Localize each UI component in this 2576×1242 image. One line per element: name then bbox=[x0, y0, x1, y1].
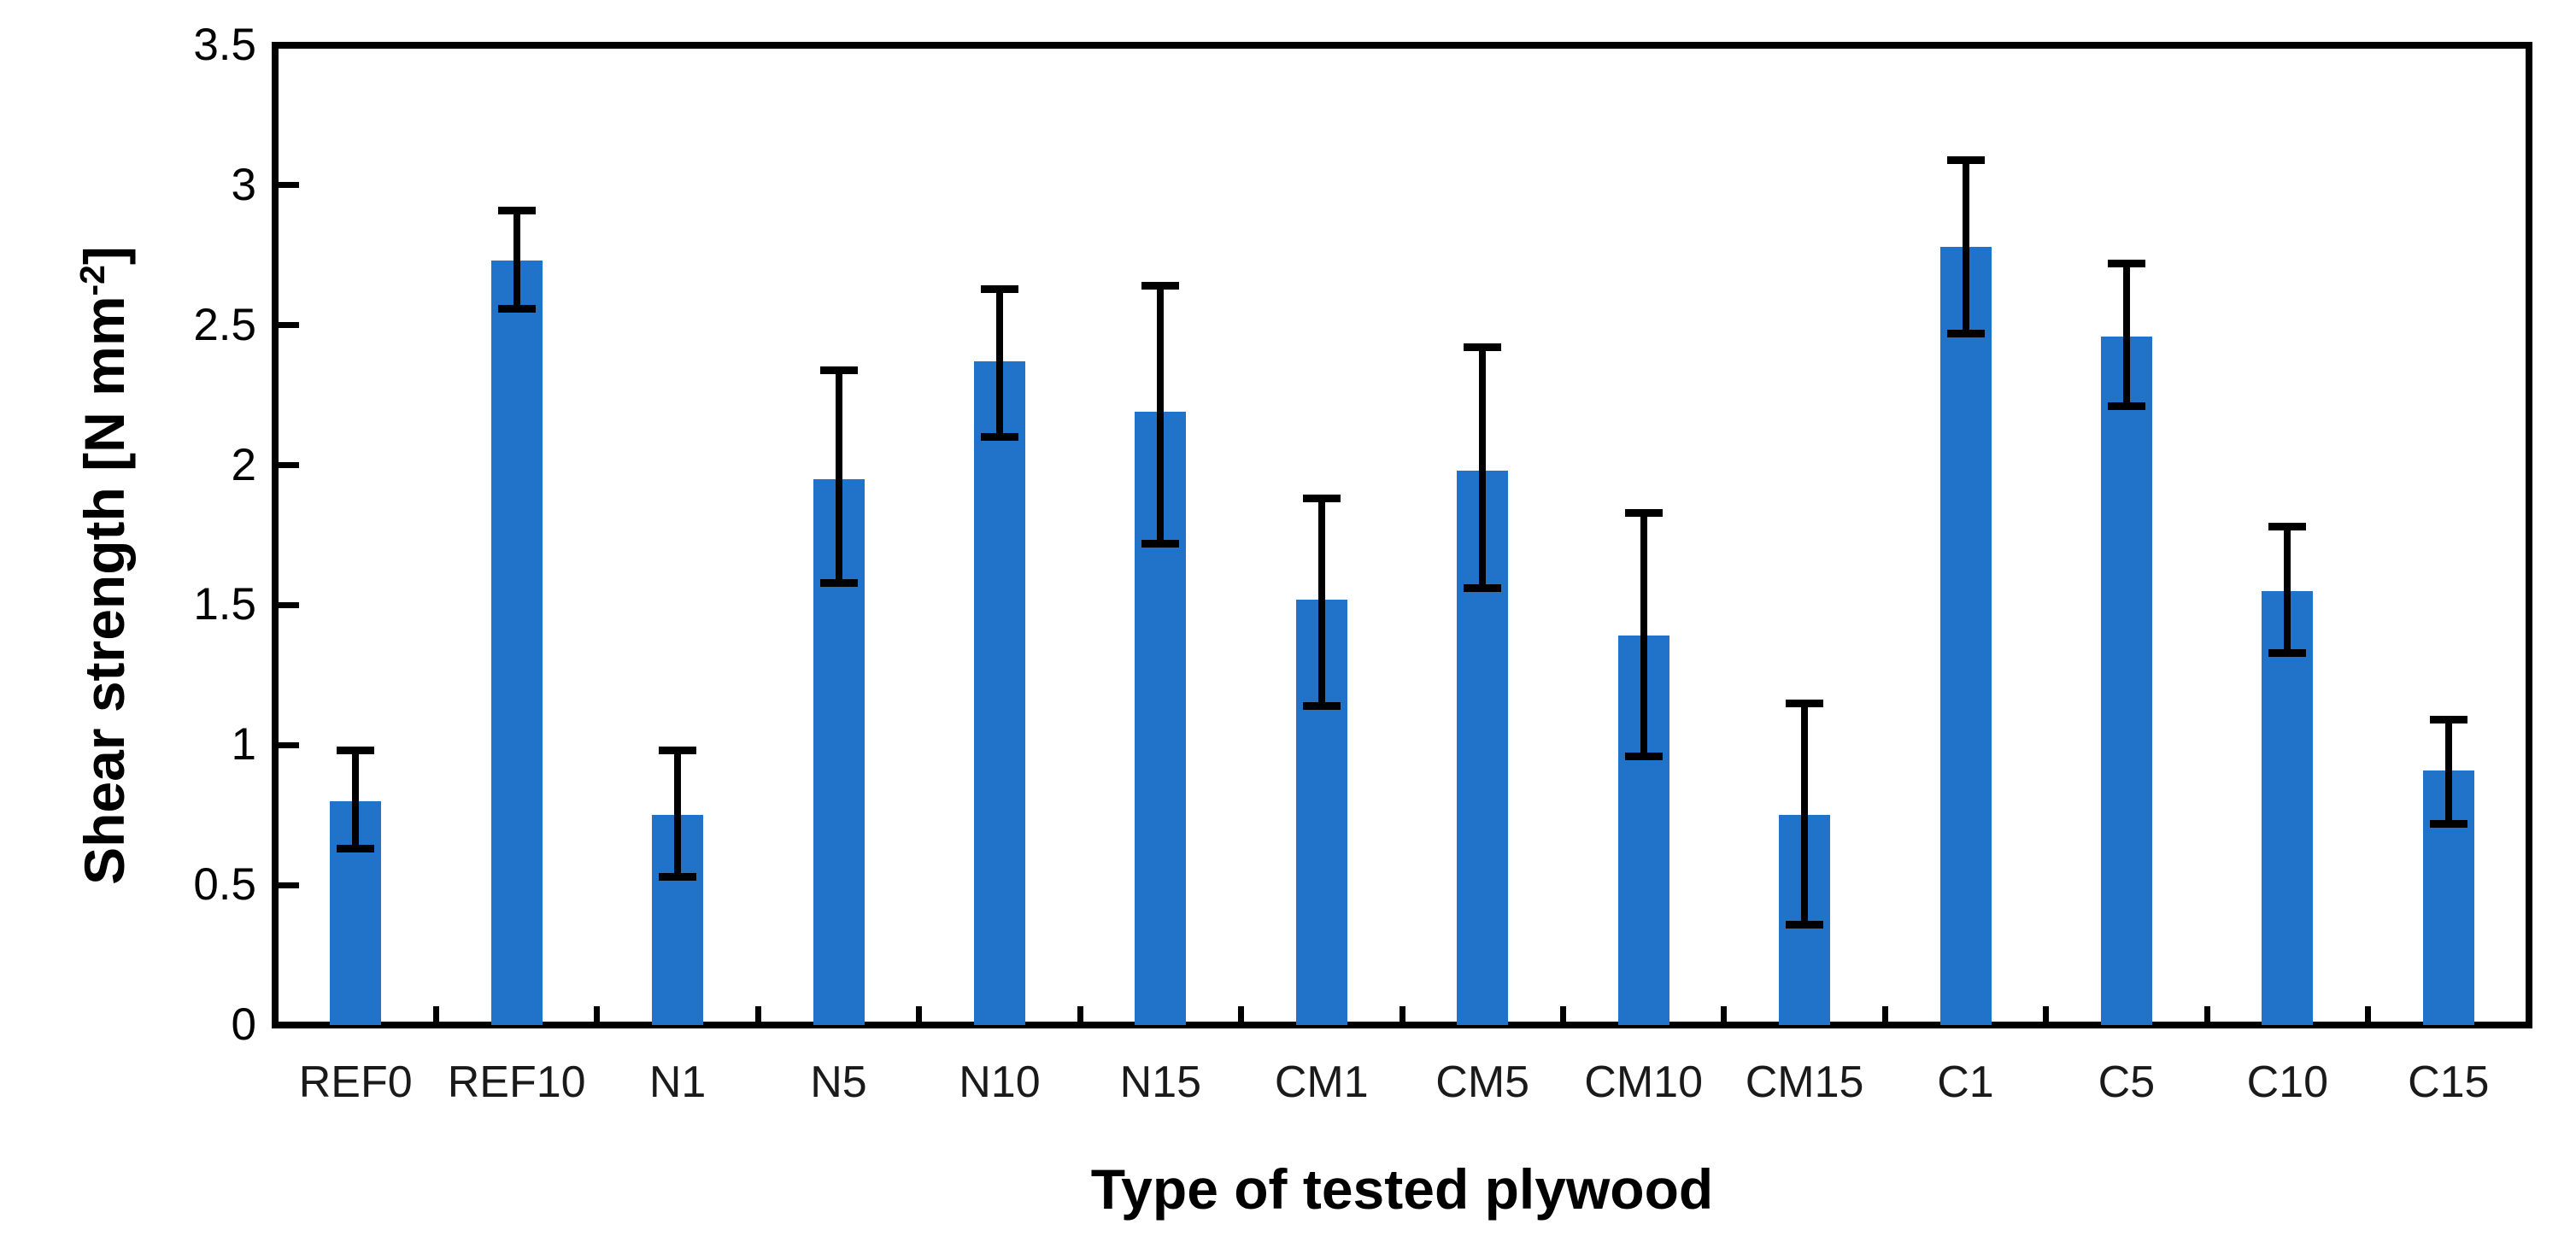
error-cap-top-C15 bbox=[2429, 716, 2467, 724]
error-bar-REF0 bbox=[352, 750, 360, 849]
bar-N10 bbox=[973, 361, 1025, 1025]
y-tick-mark bbox=[279, 462, 299, 469]
error-cap-bottom-REF0 bbox=[337, 845, 375, 853]
bar-C1 bbox=[1939, 246, 1992, 1025]
error-bar-CM15 bbox=[1801, 703, 1809, 925]
error-cap-top-CM10 bbox=[1624, 508, 1663, 517]
plot-area-frame bbox=[272, 42, 2532, 1028]
x-tick-mark bbox=[916, 1006, 923, 1022]
y-tick-label: 3.5 bbox=[193, 20, 256, 70]
y-tick-label: 0.5 bbox=[193, 859, 256, 911]
error-cap-top-N5 bbox=[819, 366, 858, 374]
y-tick-label: 1 bbox=[231, 719, 256, 770]
y-tick-label: 1.5 bbox=[193, 579, 256, 630]
x-tick-mark bbox=[2043, 1006, 2050, 1022]
x-category-label: C10 bbox=[2246, 1057, 2329, 1107]
error-cap-top-CM15 bbox=[1786, 699, 1824, 707]
x-tick-mark bbox=[754, 1006, 761, 1022]
x-category-label: N5 bbox=[810, 1057, 867, 1107]
error-cap-top-CM1 bbox=[1302, 495, 1341, 503]
bar-C10 bbox=[2262, 591, 2314, 1025]
x-category-label: CM10 bbox=[1584, 1057, 1703, 1107]
error-bar-N1 bbox=[674, 750, 682, 877]
error-cap-top-REF10 bbox=[497, 206, 536, 214]
x-category-label: C15 bbox=[2408, 1057, 2490, 1107]
x-category-label: C1 bbox=[1937, 1057, 1994, 1107]
error-cap-bottom-REF10 bbox=[497, 304, 536, 313]
error-bar-CM5 bbox=[1479, 347, 1487, 589]
error-bar-C1 bbox=[1962, 160, 1969, 334]
x-tick-mark bbox=[1721, 1006, 1728, 1022]
error-bar-N10 bbox=[995, 289, 1003, 437]
y-tick-mark bbox=[279, 601, 299, 608]
error-cap-bottom-N15 bbox=[1141, 539, 1180, 548]
x-tick-mark bbox=[432, 1006, 439, 1022]
error-bar-CM1 bbox=[1317, 498, 1325, 706]
x-tick-mark bbox=[1077, 1006, 1083, 1022]
error-cap-top-N10 bbox=[980, 284, 1018, 293]
y-tick-mark bbox=[279, 741, 299, 748]
error-cap-bottom-N1 bbox=[659, 872, 697, 881]
error-cap-bottom-N5 bbox=[819, 578, 858, 587]
error-cap-top-CM5 bbox=[1464, 343, 1502, 352]
y-tick-label: 0 bbox=[231, 999, 256, 1050]
x-axis-title: Type of tested plywood bbox=[1090, 1157, 1714, 1221]
error-cap-bottom-CM1 bbox=[1302, 701, 1341, 710]
x-category-label: N1 bbox=[648, 1057, 707, 1107]
error-bar-N5 bbox=[835, 370, 842, 583]
x-category-label: N15 bbox=[1119, 1057, 1202, 1107]
error-cap-bottom-CM10 bbox=[1624, 752, 1663, 760]
error-cap-top-N15 bbox=[1141, 282, 1180, 290]
error-cap-top-REF0 bbox=[337, 747, 375, 755]
x-tick-mark bbox=[2203, 1006, 2210, 1022]
y-axis-title-superscript: -2 bbox=[73, 265, 112, 296]
error-bar-C5 bbox=[2122, 263, 2130, 407]
error-cap-bottom-C1 bbox=[1946, 330, 1985, 338]
error-cap-bottom-N10 bbox=[980, 433, 1018, 442]
x-tick-mark bbox=[1238, 1006, 1245, 1022]
bar-C5 bbox=[2100, 336, 2152, 1025]
x-tick-mark bbox=[2365, 1006, 2372, 1022]
error-bar-C10 bbox=[2284, 526, 2291, 653]
error-cap-top-C1 bbox=[1946, 155, 1985, 164]
error-cap-bottom-CM15 bbox=[1786, 920, 1824, 929]
error-bar-REF10 bbox=[513, 210, 520, 309]
x-category-label: REF0 bbox=[298, 1057, 413, 1107]
y-tick-label: 2 bbox=[231, 439, 256, 490]
bar-REF10 bbox=[490, 261, 543, 1025]
y-tick-label: 2.5 bbox=[193, 299, 256, 350]
y-tick-mark bbox=[279, 882, 299, 888]
x-category-label: CM15 bbox=[1745, 1057, 1864, 1107]
y-axis-title-close-bracket: ] bbox=[73, 246, 136, 266]
error-cap-top-N1 bbox=[659, 747, 697, 755]
error-bar-N15 bbox=[1157, 285, 1165, 544]
x-tick-mark bbox=[1559, 1006, 1566, 1022]
y-tick-mark bbox=[279, 322, 299, 329]
error-cap-bottom-C15 bbox=[2429, 819, 2467, 828]
x-category-label: N10 bbox=[959, 1057, 1041, 1107]
y-tick-label: 3 bbox=[231, 159, 256, 210]
x-tick-mark bbox=[1399, 1006, 1405, 1022]
error-bar-CM10 bbox=[1640, 513, 1647, 757]
x-tick-mark bbox=[594, 1006, 601, 1022]
error-cap-bottom-C10 bbox=[2268, 648, 2307, 657]
x-tick-mark bbox=[1881, 1006, 1888, 1022]
error-cap-top-C5 bbox=[2107, 260, 2145, 268]
x-category-label: REF10 bbox=[447, 1057, 586, 1107]
x-category-label: CM5 bbox=[1435, 1057, 1530, 1107]
error-cap-top-C10 bbox=[2268, 523, 2307, 531]
x-category-label: C5 bbox=[2098, 1057, 2156, 1107]
x-category-label: CM1 bbox=[1274, 1057, 1369, 1107]
error-cap-bottom-C5 bbox=[2107, 402, 2145, 411]
error-cap-bottom-CM5 bbox=[1464, 584, 1502, 593]
error-bar-C15 bbox=[2444, 719, 2452, 824]
y-tick-mark bbox=[279, 182, 299, 189]
